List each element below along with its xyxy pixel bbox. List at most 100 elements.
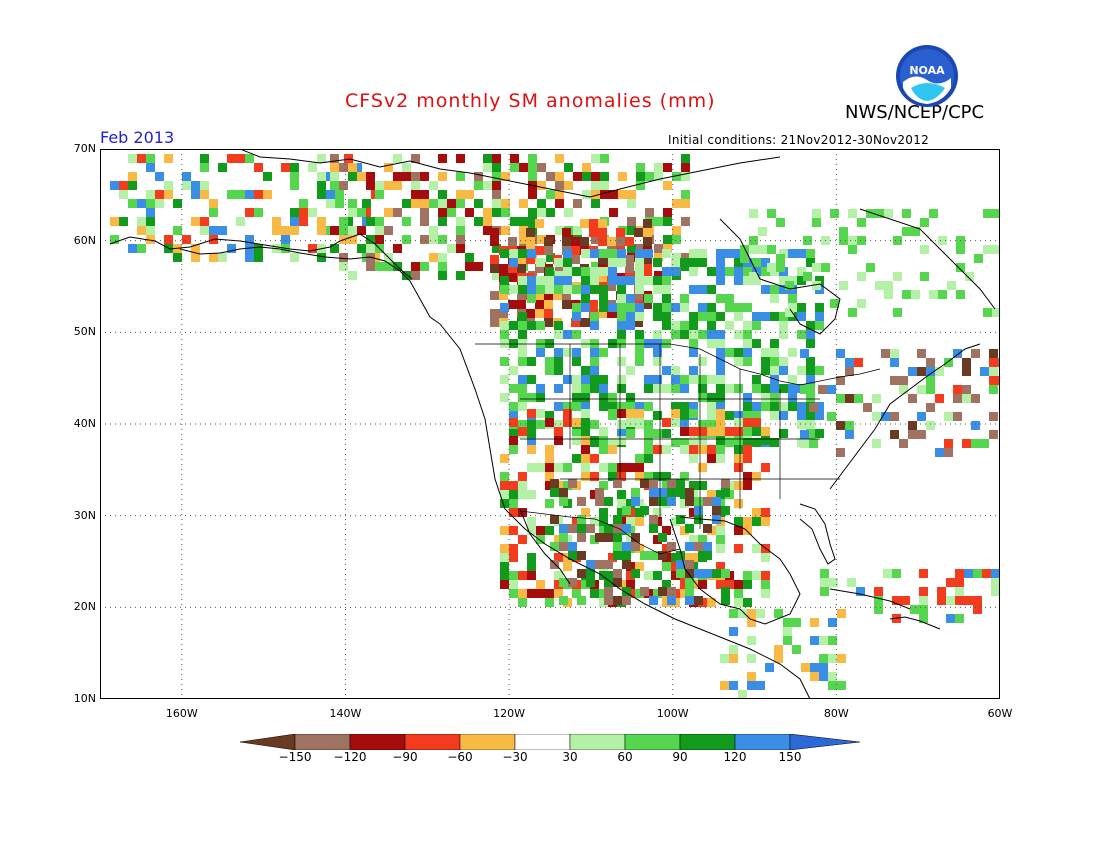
anomaly-cell bbox=[667, 596, 676, 605]
anomaly-cell bbox=[591, 235, 600, 244]
coastline-caribbean bbox=[889, 616, 941, 630]
anomaly-cell bbox=[917, 412, 926, 421]
anomaly-cell bbox=[770, 294, 779, 303]
anomaly-cell bbox=[429, 235, 438, 244]
anomaly-cell bbox=[581, 463, 590, 472]
anomaly-cell bbox=[613, 479, 622, 488]
anomaly-cell bbox=[640, 551, 649, 560]
anomaly-cell bbox=[420, 190, 429, 199]
anomaly-cell bbox=[420, 217, 429, 226]
anomaly-cell bbox=[411, 199, 420, 208]
anomaly-cell bbox=[806, 384, 815, 393]
anomaly-cell bbox=[564, 163, 573, 172]
anomaly-cell bbox=[590, 420, 599, 429]
anomaly-cell bbox=[526, 309, 535, 318]
anomaly-cell bbox=[680, 589, 689, 598]
anomaly-cell bbox=[911, 227, 920, 236]
anomaly-cell bbox=[725, 580, 734, 589]
anomaly-cell bbox=[761, 571, 770, 580]
anomaly-cell bbox=[890, 358, 899, 367]
anomaly-cell bbox=[577, 497, 586, 506]
anomaly-cell bbox=[980, 439, 989, 448]
longitude-label: 80W bbox=[823, 707, 849, 720]
anomaly-cell bbox=[654, 163, 663, 172]
anomaly-cell bbox=[595, 560, 604, 569]
anomaly-cell bbox=[779, 330, 788, 339]
anomaly-cell bbox=[676, 551, 685, 560]
anomaly-cell bbox=[537, 163, 546, 172]
anomaly-cell bbox=[200, 217, 209, 226]
anomaly-cell bbox=[366, 235, 375, 244]
anomaly-cell bbox=[797, 330, 806, 339]
anomaly-cell bbox=[645, 208, 654, 217]
anomaly-cell bbox=[810, 618, 819, 627]
colorbar-segment bbox=[734, 734, 791, 750]
anomaly-cell bbox=[707, 420, 716, 429]
anomaly-cell bbox=[749, 209, 758, 218]
anomaly-cell bbox=[653, 508, 662, 517]
anomaly-cell bbox=[563, 481, 572, 490]
anomaly-cell bbox=[573, 199, 582, 208]
anomaly-cell bbox=[836, 394, 845, 403]
anomaly-cell bbox=[582, 163, 591, 172]
anomaly-cell bbox=[500, 285, 509, 294]
anomaly-cell bbox=[761, 258, 770, 267]
colorbar-segment bbox=[624, 734, 681, 750]
anomaly-cell bbox=[899, 376, 908, 385]
anomaly-cell bbox=[680, 258, 689, 267]
anomaly-cell bbox=[155, 199, 164, 208]
anomaly-cell bbox=[643, 255, 652, 264]
anomaly-cell bbox=[393, 172, 402, 181]
anomaly-cell bbox=[110, 217, 119, 226]
anomaly-cell bbox=[191, 181, 200, 190]
anomaly-cell bbox=[707, 409, 716, 418]
anomaly-cell bbox=[662, 472, 671, 481]
anomaly-cell bbox=[535, 291, 544, 300]
anomaly-cell bbox=[743, 481, 752, 490]
coastline-cuba bbox=[829, 588, 911, 610]
anomaly-cell bbox=[456, 190, 465, 199]
anomaly-cell bbox=[890, 376, 899, 385]
anomaly-cell bbox=[128, 199, 137, 208]
anomaly-cell bbox=[653, 384, 662, 393]
anomaly-cell bbox=[874, 596, 883, 605]
anomaly-cell bbox=[662, 384, 671, 393]
anomaly-cell bbox=[483, 208, 492, 217]
anomaly-cell bbox=[627, 226, 636, 235]
anomaly-cell bbox=[500, 526, 509, 535]
anomaly-cell bbox=[607, 237, 616, 246]
anomaly-cell bbox=[698, 553, 707, 562]
anomaly-cell bbox=[845, 421, 854, 430]
anomaly-cell bbox=[429, 226, 438, 235]
anomaly-cell bbox=[770, 438, 779, 447]
anomaly-cell bbox=[528, 154, 537, 163]
anomaly-cell bbox=[649, 524, 658, 533]
anomaly-cell bbox=[685, 497, 694, 506]
anomaly-cell bbox=[874, 605, 883, 614]
anomaly-cell bbox=[317, 181, 326, 190]
anomaly-cell bbox=[509, 402, 518, 411]
anomaly-cell bbox=[707, 490, 716, 499]
anomaly-cell bbox=[752, 402, 761, 411]
anomaly-cell bbox=[734, 526, 743, 535]
anomaly-cell bbox=[698, 330, 707, 339]
anomaly-cell bbox=[617, 375, 626, 384]
anomaly-cell bbox=[964, 569, 973, 578]
anomaly-cell bbox=[752, 411, 761, 420]
anomaly-cell bbox=[563, 276, 572, 285]
anomaly-cell bbox=[599, 589, 608, 598]
anomaly-cell bbox=[577, 551, 586, 560]
anomaly-cell bbox=[581, 375, 590, 384]
anomaly-cell bbox=[245, 235, 254, 244]
anomaly-cell bbox=[627, 199, 636, 208]
anomaly-cell bbox=[680, 294, 689, 303]
anomaly-cell bbox=[734, 258, 743, 267]
anomaly-cell bbox=[492, 172, 501, 181]
anomaly-cell bbox=[962, 439, 971, 448]
anomaly-cell bbox=[527, 375, 536, 384]
anomaly-cell bbox=[770, 411, 779, 420]
anomaly-cell bbox=[716, 535, 725, 544]
anomaly-cell bbox=[581, 409, 590, 418]
anomaly-cell bbox=[663, 208, 672, 217]
anomaly-cell bbox=[779, 249, 788, 258]
